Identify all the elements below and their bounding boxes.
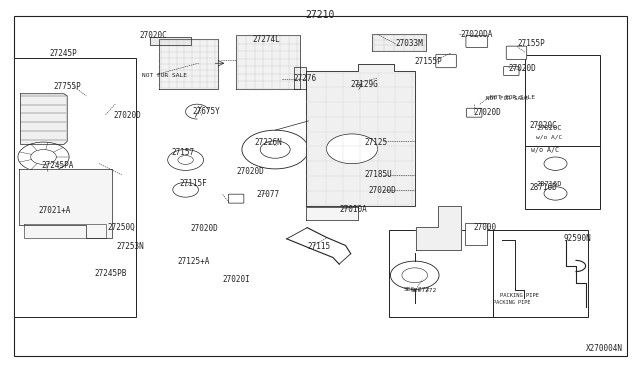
Circle shape <box>168 150 204 170</box>
Text: 27253N: 27253N <box>116 242 144 251</box>
Polygon shape <box>416 206 461 250</box>
Text: NOT FOR SALE: NOT FOR SALE <box>486 96 529 101</box>
Text: 27155P: 27155P <box>415 57 442 66</box>
Polygon shape <box>24 224 106 238</box>
Text: PACKING PIPE: PACKING PIPE <box>500 293 540 298</box>
Circle shape <box>326 134 378 164</box>
Text: NOT FOR SALE: NOT FOR SALE <box>142 73 187 78</box>
Bar <box>493 230 588 317</box>
Text: 27021+A: 27021+A <box>38 206 71 215</box>
Text: SEC.272: SEC.272 <box>411 288 437 294</box>
Circle shape <box>260 141 290 158</box>
Text: 27250Q: 27250Q <box>108 223 135 232</box>
Polygon shape <box>20 94 67 144</box>
Circle shape <box>402 268 428 283</box>
Text: 27020DA: 27020DA <box>461 30 493 39</box>
Text: 27020C: 27020C <box>140 31 167 40</box>
Text: 27185U: 27185U <box>365 170 392 179</box>
FancyBboxPatch shape <box>466 36 488 48</box>
Text: 27020C: 27020C <box>530 121 557 130</box>
Text: SEC.272: SEC.272 <box>403 287 430 292</box>
Bar <box>465 223 487 245</box>
Text: 27115: 27115 <box>307 242 330 251</box>
Text: 27000: 27000 <box>474 223 497 232</box>
Text: w/o A/C: w/o A/C <box>531 147 559 153</box>
Text: 27020D: 27020D <box>237 167 264 176</box>
Polygon shape <box>306 64 415 206</box>
Text: PACKING PIPE: PACKING PIPE <box>493 299 531 305</box>
Text: 27157: 27157 <box>172 148 195 157</box>
Circle shape <box>544 187 567 200</box>
FancyBboxPatch shape <box>504 67 519 76</box>
Text: 27020D: 27020D <box>509 64 536 73</box>
Text: 27115F: 27115F <box>179 179 207 187</box>
Text: 27155P: 27155P <box>517 39 545 48</box>
Text: NOT FOR SALE: NOT FOR SALE <box>490 95 534 100</box>
Text: 27210: 27210 <box>305 10 335 20</box>
Circle shape <box>31 150 56 164</box>
Text: 27020D: 27020D <box>114 111 141 120</box>
Text: 27129G: 27129G <box>351 80 378 89</box>
Text: 27245P: 27245P <box>50 49 77 58</box>
Polygon shape <box>306 207 358 220</box>
Polygon shape <box>19 169 112 238</box>
Text: 27245PB: 27245PB <box>95 269 127 278</box>
Text: 27755P: 27755P <box>53 82 81 91</box>
Text: 27274L: 27274L <box>253 35 280 44</box>
Text: 27020D: 27020D <box>474 108 501 117</box>
Text: 27020D: 27020D <box>368 186 396 195</box>
Text: 27226N: 27226N <box>255 138 282 147</box>
FancyBboxPatch shape <box>467 108 482 117</box>
Text: 27276: 27276 <box>293 74 316 83</box>
Circle shape <box>18 142 69 172</box>
Polygon shape <box>372 34 426 51</box>
Circle shape <box>390 261 439 289</box>
Text: 27077: 27077 <box>256 190 279 199</box>
Text: 92590N: 92590N <box>563 234 591 243</box>
FancyBboxPatch shape <box>506 46 527 60</box>
Bar <box>525 55 600 146</box>
Polygon shape <box>159 39 218 89</box>
Circle shape <box>173 182 198 197</box>
Polygon shape <box>294 67 306 89</box>
Text: 28716D: 28716D <box>530 183 557 192</box>
Text: 27033M: 27033M <box>396 39 423 48</box>
Circle shape <box>178 155 193 164</box>
Text: 27675Y: 27675Y <box>192 107 220 116</box>
Bar <box>389 230 493 317</box>
Polygon shape <box>236 35 300 89</box>
Bar <box>525 146 600 209</box>
Text: 27010A: 27010A <box>339 205 367 214</box>
Text: w/o A/C: w/o A/C <box>536 134 563 140</box>
Bar <box>14 58 136 317</box>
Circle shape <box>242 130 308 169</box>
Text: 27245PA: 27245PA <box>42 161 74 170</box>
Text: 27125+A: 27125+A <box>178 257 211 266</box>
Text: X270004N: X270004N <box>586 344 623 353</box>
Text: 28716D: 28716D <box>536 181 562 187</box>
Circle shape <box>544 157 567 170</box>
Text: 27020I: 27020I <box>223 275 250 284</box>
FancyBboxPatch shape <box>436 54 456 68</box>
Text: 27020D: 27020D <box>191 224 218 233</box>
Polygon shape <box>150 37 191 45</box>
Text: 27125: 27125 <box>365 138 388 147</box>
FancyBboxPatch shape <box>228 194 244 203</box>
Text: 27020C: 27020C <box>536 125 562 131</box>
